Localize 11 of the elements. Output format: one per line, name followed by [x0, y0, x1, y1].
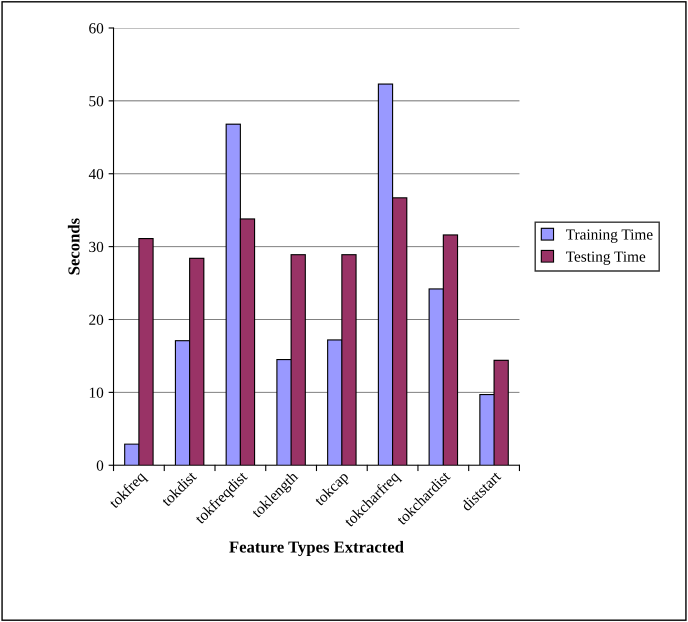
- y-tick-label: 40: [88, 168, 104, 180]
- legend-label: Testing Time: [566, 251, 646, 265]
- y-tick-label: 60: [89, 23, 104, 34]
- y-tick-label: 50: [89, 96, 104, 106]
- y-tick-label: 0: [96, 460, 104, 471]
- legend-label: Training Time: [566, 229, 653, 243]
- x-axis-title: Feature Types Extracted: [229, 540, 404, 556]
- y-tick-label: 10: [90, 388, 104, 398]
- y-axis-title: Seconds: [68, 218, 80, 274]
- y-tick-label: 20: [89, 314, 104, 325]
- y-tick-label: 30: [89, 242, 104, 252]
